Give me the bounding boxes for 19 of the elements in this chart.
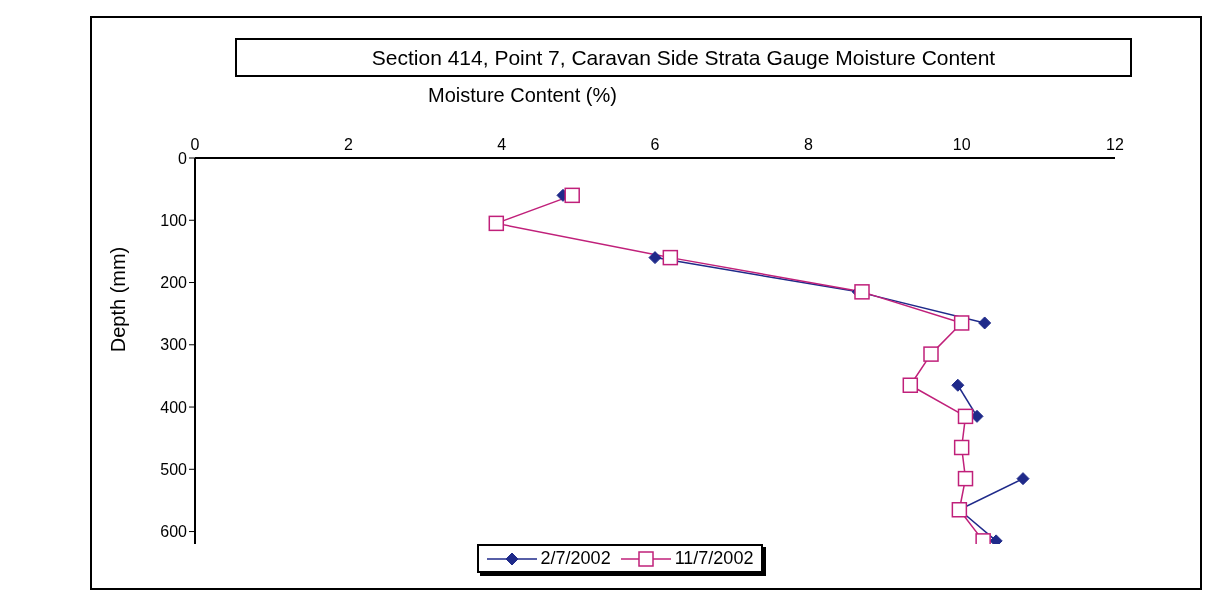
chart-title: Section 414, Point 7, Caravan Side Strata Gauge Moisture Content <box>235 38 1132 77</box>
y-tick-label: 300 <box>160 336 188 354</box>
y-tick-label: 400 <box>160 398 188 416</box>
x-tick-label: 8 <box>803 136 813 153</box>
x-tick-label: 4 <box>497 136 507 153</box>
y-axis-title: Depth (mm) <box>106 245 130 355</box>
x-tick-label: 6 <box>650 136 660 153</box>
y-tick-label: 600 <box>160 523 188 541</box>
x-tick-label: 2 <box>343 136 353 153</box>
y-tick-label: 0 <box>178 149 188 167</box>
x-tick-label: 12 <box>1106 136 1124 153</box>
x-tick-label: 0 <box>190 136 200 153</box>
y-tick-label: 200 <box>160 274 188 292</box>
y-tick-label: 100 <box>160 211 188 229</box>
y-tick-label: 500 <box>160 460 188 478</box>
legend-label: 2/7/2002 <box>540 548 611 569</box>
x-axis-title: Moisture Content (%) <box>428 84 617 107</box>
legend-label: 11/7/2002 <box>674 548 754 569</box>
x-tick-label: 10 <box>952 136 971 153</box>
